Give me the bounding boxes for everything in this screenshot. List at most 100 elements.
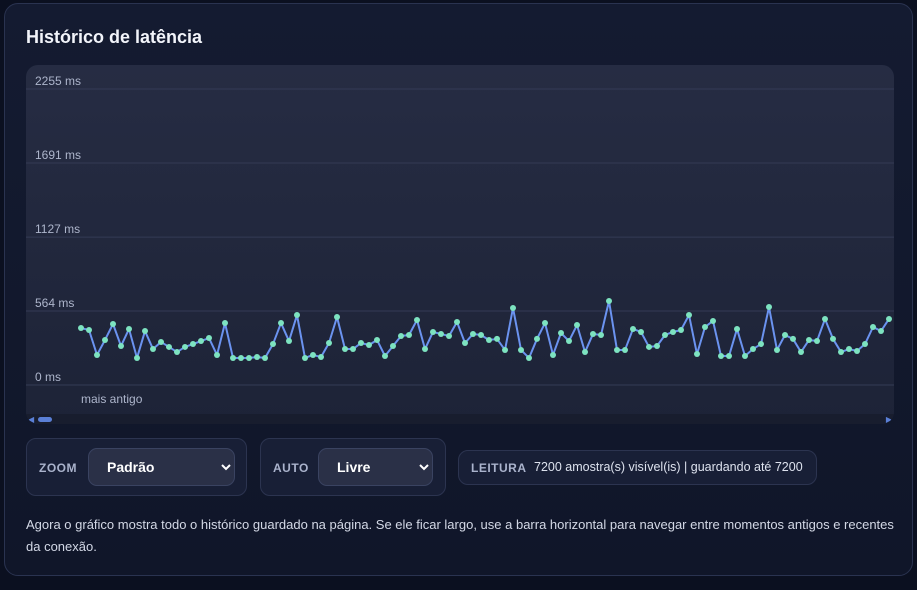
latency-point <box>246 354 252 361</box>
latency-point <box>518 346 524 353</box>
latency-point <box>86 327 92 334</box>
latency-point <box>406 331 412 338</box>
latency-point <box>358 340 364 346</box>
latency-point <box>446 333 452 340</box>
latency-point <box>270 341 276 348</box>
latency-point <box>182 343 188 350</box>
latency-point <box>550 351 556 358</box>
y-tick-label: 0 ms <box>35 370 61 384</box>
latency-point <box>230 354 236 361</box>
latency-point <box>790 335 796 342</box>
latency-point <box>678 327 684 334</box>
latency-point <box>766 304 772 311</box>
latency-point <box>438 330 444 337</box>
latency-point <box>102 336 108 343</box>
latency-point <box>198 338 204 345</box>
auto-label: AUTO <box>273 461 309 475</box>
latency-point <box>582 349 588 356</box>
latency-point <box>374 336 380 343</box>
latency-point <box>454 319 460 325</box>
latency-point <box>174 349 180 356</box>
card: Histórico de latência 0 ms 564 ms 1127 ms 1… <box>4 3 913 576</box>
latency-point <box>350 346 356 353</box>
latency-point <box>838 349 844 356</box>
latency-point <box>726 352 732 359</box>
latency-point <box>566 338 572 345</box>
latency-point <box>382 352 388 359</box>
latency-point <box>686 312 692 319</box>
latency-point <box>486 336 492 343</box>
latency-point <box>142 328 148 335</box>
y-tick-label: 1127 ms <box>35 222 80 236</box>
latency-point <box>870 323 876 330</box>
latency-point <box>470 330 476 337</box>
scroll-left[interactable]: ◀ <box>28 415 35 424</box>
y-tick-label: 564 ms <box>35 296 74 310</box>
auto-select[interactable]: Livre <box>318 448 433 486</box>
latency-point <box>478 331 484 338</box>
latency-point <box>158 338 164 345</box>
latency-point <box>630 325 636 332</box>
latency-point <box>622 346 628 353</box>
y-tick-label: 2255 ms <box>35 74 81 88</box>
latency-point <box>814 338 820 345</box>
latency-point <box>462 340 468 346</box>
scroll-thumb[interactable] <box>38 417 52 422</box>
latency-point <box>598 331 604 338</box>
latency-point <box>534 335 540 342</box>
scrollbar[interactable]: ◀ ▶ <box>26 414 894 424</box>
y-tick-label: 1691 ms <box>35 148 81 162</box>
latency-point <box>638 328 644 335</box>
latency-point <box>254 354 260 361</box>
latency-point <box>590 330 596 337</box>
latency-point <box>606 298 612 304</box>
latency-point <box>654 343 660 350</box>
latency-point <box>278 320 284 327</box>
annotation: mais antigo <box>81 392 143 406</box>
scroll-right[interactable]: ▶ <box>885 415 892 424</box>
latency-point <box>758 341 764 348</box>
latency-point <box>718 352 724 359</box>
latency-point <box>734 325 740 332</box>
reading-label: LEITURA <box>471 461 527 475</box>
latency-point <box>750 346 756 353</box>
latency-point <box>78 325 84 332</box>
chart-area: 0 ms 564 ms 1127 ms 1691 ms 2255 ms mais anti… <box>26 65 894 424</box>
reading-text: 7200 amostra(s) visível(is) | guardando … <box>534 460 803 474</box>
latency-point <box>646 343 652 350</box>
zoom-label: ZOOM <box>39 461 77 475</box>
latency-point <box>422 346 428 353</box>
latency-point <box>830 335 836 342</box>
zoom-select[interactable]: Padrão <box>88 448 235 486</box>
latency-point <box>310 351 316 358</box>
latency-point <box>238 354 244 361</box>
latency-point <box>110 320 116 327</box>
latency-point <box>318 354 324 361</box>
latency-point <box>166 343 172 350</box>
latency-point <box>542 320 548 327</box>
latency-point <box>326 340 332 346</box>
auto-control: AUTO Livre <box>260 438 446 496</box>
latency-point <box>614 346 620 353</box>
latency-point <box>806 336 812 343</box>
latency-point <box>286 338 292 345</box>
latency-point <box>150 346 156 353</box>
latency-point <box>430 328 436 335</box>
latency-point <box>798 349 804 356</box>
card-title: Histórico de latência <box>26 27 203 47</box>
latency-point <box>414 317 420 324</box>
latency-point <box>702 323 708 330</box>
latency-point <box>494 335 500 342</box>
latency-point <box>126 325 132 332</box>
latency-point <box>774 346 780 353</box>
latency-point <box>854 348 860 355</box>
latency-point <box>670 328 676 335</box>
latency-point <box>878 328 884 335</box>
latency-point <box>862 341 868 348</box>
latency-point <box>214 351 220 358</box>
latency-point <box>206 335 212 342</box>
latency-point <box>574 322 580 329</box>
latency-point <box>886 315 892 322</box>
latency-point <box>262 354 268 361</box>
